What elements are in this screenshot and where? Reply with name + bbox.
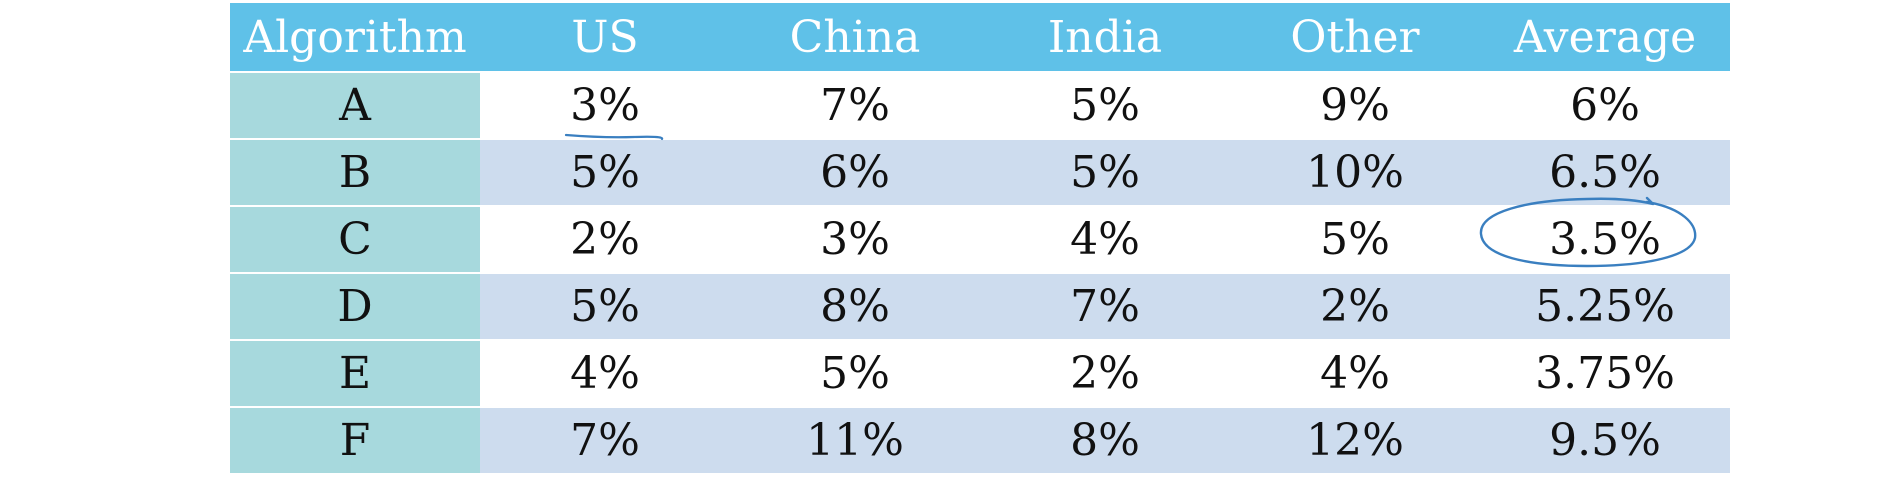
cell-c-china: 3%: [730, 205, 980, 273]
cell-d-us: 5%: [480, 272, 730, 340]
cell-b-average: 6.5%: [1480, 138, 1730, 206]
row-label-d: D: [230, 272, 480, 340]
underlined-value: 3%: [564, 80, 664, 141]
cell-c-us: 2%: [480, 205, 730, 273]
cell-f-china: 11%: [730, 406, 980, 473]
header-india: India: [980, 3, 1230, 72]
header-average: Average: [1480, 3, 1730, 72]
header-us: US: [480, 3, 730, 72]
row-label-b: B: [230, 138, 480, 206]
cell-f-other: 12%: [1230, 406, 1480, 473]
cell-a-china: 7%: [730, 71, 980, 139]
cell-d-china: 8%: [730, 272, 980, 340]
cell-a-average: 6%: [1480, 71, 1730, 139]
cell-a-india: 5%: [980, 71, 1230, 139]
cell-e-other: 4%: [1230, 339, 1480, 407]
table-row: C 2% 3% 4% 5% 3.5%: [230, 196, 1730, 273]
cell-d-india: 7%: [980, 272, 1230, 340]
cell-e-india: 2%: [980, 339, 1230, 407]
error-rate-table: Algorithm US China India Other Average A…: [230, 3, 1730, 473]
cell-a-us: 3%: [480, 71, 730, 141]
header-algorithm: Algorithm: [230, 3, 480, 72]
row-label-a: A: [230, 71, 480, 139]
cell-f-average: 9.5%: [1480, 406, 1730, 473]
cell-value: 3.5%: [1549, 214, 1661, 265]
cell-c-other: 5%: [1230, 205, 1480, 273]
cell-b-india: 5%: [980, 138, 1230, 206]
cell-f-us: 7%: [480, 406, 730, 473]
table-row: B 5% 6% 5% 10% 6.5%: [230, 138, 1730, 206]
cell-a-other: 9%: [1230, 71, 1480, 139]
cell-e-china: 5%: [730, 339, 980, 407]
cell-d-other: 2%: [1230, 272, 1480, 340]
cell-e-average: 3.75%: [1480, 339, 1730, 407]
row-label-e: E: [230, 339, 480, 407]
table-row: A 3% 7% 5% 9% 6%: [230, 71, 1730, 141]
table-row: D 5% 8% 7% 2% 5.25%: [230, 272, 1730, 340]
header-china: China: [730, 3, 980, 72]
row-label-f: F: [230, 406, 480, 473]
cell-f-india: 8%: [980, 406, 1230, 473]
cell-b-china: 6%: [730, 138, 980, 206]
header-other: Other: [1230, 3, 1480, 72]
row-label-c: C: [230, 205, 480, 273]
cell-d-average: 5.25%: [1480, 272, 1730, 340]
cell-b-other: 10%: [1230, 138, 1480, 206]
table-header-row: Algorithm US China India Other Average: [230, 3, 1730, 72]
table-row: E 4% 5% 2% 4% 3.75%: [230, 339, 1730, 407]
cell-value: 3%: [570, 80, 640, 131]
table-row: F 7% 11% 8% 12% 9.5%: [230, 406, 1730, 473]
circled-value: 3.5%: [1479, 196, 1697, 268]
error-rate-table-container: Algorithm US China India Other Average A…: [230, 3, 1730, 473]
cell-e-us: 4%: [480, 339, 730, 407]
cell-c-india: 4%: [980, 205, 1230, 273]
cell-c-average: 3.5%: [1479, 196, 1730, 273]
cell-b-us: 5%: [480, 138, 730, 206]
